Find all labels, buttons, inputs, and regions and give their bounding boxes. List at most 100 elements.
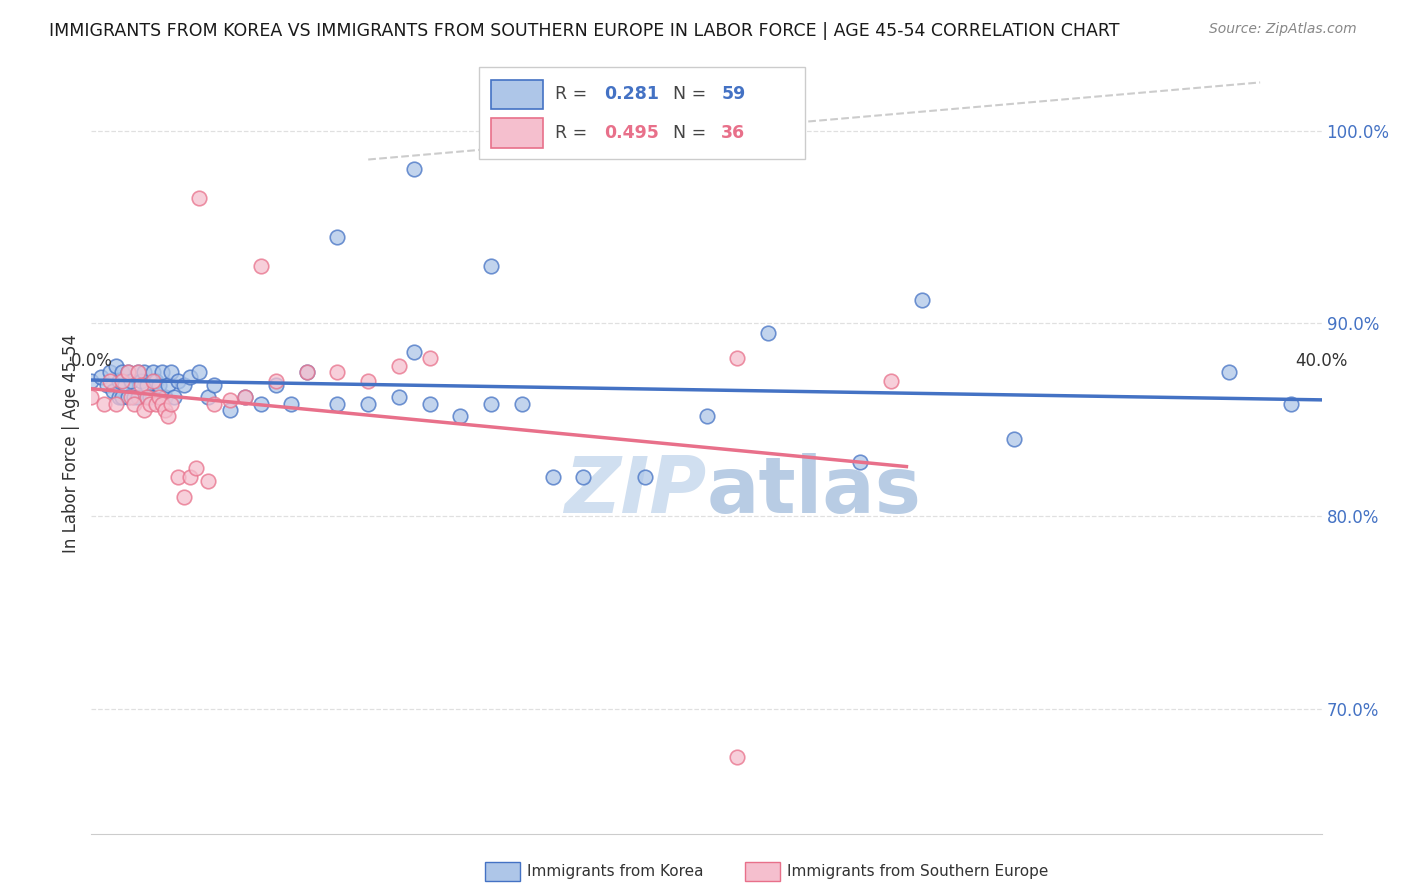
Point bbox=[129, 378, 152, 392]
Point bbox=[139, 390, 162, 404]
Point bbox=[173, 378, 195, 392]
Point bbox=[135, 390, 157, 404]
Point bbox=[880, 374, 903, 388]
Point bbox=[124, 397, 146, 411]
Point bbox=[98, 374, 121, 388]
FancyBboxPatch shape bbox=[479, 67, 804, 159]
Point bbox=[111, 364, 134, 378]
Point bbox=[117, 364, 139, 378]
Point bbox=[80, 390, 103, 404]
Point bbox=[101, 384, 124, 398]
Point bbox=[80, 374, 103, 388]
Point bbox=[188, 191, 211, 205]
Point bbox=[202, 378, 225, 392]
Point bbox=[127, 390, 149, 404]
Text: R =: R = bbox=[555, 86, 593, 103]
Point bbox=[173, 490, 195, 504]
Point bbox=[160, 364, 183, 378]
Point bbox=[419, 351, 441, 365]
Point bbox=[142, 364, 165, 378]
Point bbox=[111, 374, 134, 388]
Point bbox=[163, 390, 186, 404]
Text: N =: N = bbox=[673, 124, 711, 142]
Point bbox=[150, 364, 173, 378]
Point bbox=[479, 259, 502, 273]
Point bbox=[108, 390, 131, 404]
Point bbox=[449, 409, 471, 423]
Point bbox=[105, 359, 127, 373]
Point bbox=[145, 397, 167, 411]
Point bbox=[111, 390, 134, 404]
Point bbox=[132, 403, 155, 417]
Point bbox=[634, 470, 657, 484]
Point bbox=[166, 374, 188, 388]
Text: R =: R = bbox=[555, 124, 593, 142]
Text: atlas: atlas bbox=[706, 452, 921, 529]
Text: 36: 36 bbox=[721, 124, 745, 142]
Point bbox=[117, 390, 139, 404]
Point bbox=[911, 293, 934, 308]
Text: 0.495: 0.495 bbox=[605, 124, 659, 142]
FancyBboxPatch shape bbox=[491, 79, 543, 109]
Point bbox=[280, 397, 302, 411]
Point bbox=[233, 390, 256, 404]
Point bbox=[153, 390, 177, 404]
Point bbox=[157, 409, 180, 423]
Point bbox=[1279, 397, 1302, 411]
Point bbox=[120, 390, 142, 404]
Point bbox=[326, 229, 349, 244]
Text: Source: ZipAtlas.com: Source: ZipAtlas.com bbox=[1209, 22, 1357, 37]
Point bbox=[145, 374, 167, 388]
Point bbox=[157, 378, 180, 392]
Point bbox=[1002, 432, 1025, 446]
Point bbox=[419, 397, 441, 411]
Point bbox=[233, 390, 256, 404]
Point bbox=[108, 374, 131, 388]
Point bbox=[404, 345, 426, 359]
Point bbox=[117, 364, 139, 378]
Text: ZIP: ZIP bbox=[564, 452, 706, 529]
Text: Immigrants from Southern Europe: Immigrants from Southern Europe bbox=[787, 864, 1049, 879]
Y-axis label: In Labor Force | Age 45-54: In Labor Force | Age 45-54 bbox=[62, 334, 80, 553]
Point bbox=[188, 364, 211, 378]
Point bbox=[202, 397, 225, 411]
Point bbox=[139, 397, 162, 411]
FancyBboxPatch shape bbox=[491, 119, 543, 148]
Point bbox=[249, 397, 271, 411]
Point bbox=[357, 397, 380, 411]
Point bbox=[295, 364, 318, 378]
Point bbox=[326, 364, 349, 378]
Point bbox=[326, 397, 349, 411]
Point bbox=[184, 461, 207, 475]
Text: N =: N = bbox=[673, 86, 711, 103]
Text: 0.0%: 0.0% bbox=[70, 352, 112, 370]
Point bbox=[120, 374, 142, 388]
Point bbox=[127, 364, 149, 378]
Point bbox=[264, 378, 287, 392]
Point bbox=[572, 470, 595, 484]
Text: 40.0%: 40.0% bbox=[1295, 352, 1348, 370]
Point bbox=[105, 397, 127, 411]
Point bbox=[90, 370, 112, 384]
Point bbox=[129, 374, 152, 388]
Point bbox=[166, 470, 188, 484]
Text: IMMIGRANTS FROM KOREA VS IMMIGRANTS FROM SOUTHERN EUROPE IN LABOR FORCE | AGE 45: IMMIGRANTS FROM KOREA VS IMMIGRANTS FROM… bbox=[49, 22, 1119, 40]
Point bbox=[197, 390, 219, 404]
Point bbox=[150, 397, 173, 411]
Point bbox=[160, 397, 183, 411]
Text: 59: 59 bbox=[721, 86, 745, 103]
Point bbox=[756, 326, 779, 340]
Point bbox=[135, 378, 157, 392]
Point bbox=[142, 374, 165, 388]
Point bbox=[725, 750, 748, 764]
Point bbox=[357, 374, 380, 388]
Point bbox=[114, 378, 136, 392]
Point bbox=[197, 475, 219, 489]
Point bbox=[124, 390, 146, 404]
Point bbox=[404, 162, 426, 177]
Point bbox=[179, 470, 201, 484]
Point bbox=[388, 390, 411, 404]
Point bbox=[93, 397, 115, 411]
Point bbox=[696, 409, 718, 423]
Point bbox=[388, 359, 411, 373]
